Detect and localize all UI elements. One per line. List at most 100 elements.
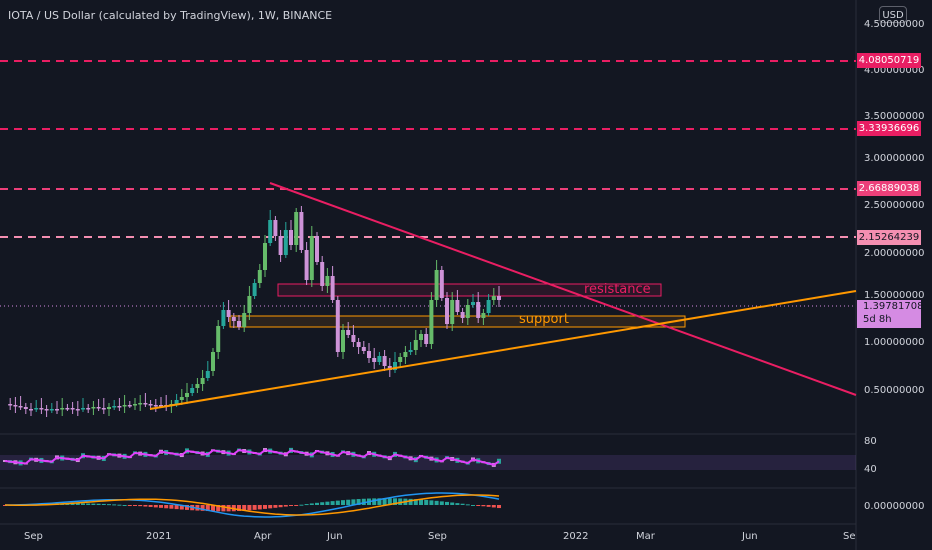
candle-body — [65, 408, 70, 410]
price-axis-label: 1.50000000 — [864, 290, 925, 301]
candle-body — [481, 313, 486, 318]
candle-body — [237, 321, 241, 327]
price-axis-label: 2.00000000 — [864, 248, 925, 259]
current-price-value: 1.39781708 — [863, 301, 924, 312]
candle-body — [211, 352, 215, 371]
macd-bar — [419, 499, 423, 505]
rsi-line — [4, 448, 500, 466]
time-axis-label: Jun — [742, 531, 758, 542]
macd-bar — [122, 504, 127, 506]
candle-body — [497, 296, 501, 300]
resistance-label: resistance — [584, 282, 651, 297]
candle-body — [13, 405, 18, 407]
candle-body — [491, 296, 496, 300]
candle-body — [23, 407, 28, 409]
macd-bar — [491, 505, 496, 508]
macd-bar — [263, 505, 267, 509]
macd-bar — [247, 505, 252, 511]
candle-body — [39, 408, 44, 410]
candle-body — [81, 408, 85, 410]
candle-body — [247, 296, 252, 313]
macd-bar — [221, 505, 226, 512]
candle-body — [231, 317, 236, 321]
candle-body — [127, 405, 132, 407]
macd-bar — [174, 505, 179, 510]
candle-body — [460, 312, 465, 318]
candle-body — [372, 358, 377, 362]
candle-body — [315, 236, 319, 262]
macd-bar — [356, 499, 361, 505]
time-axis-label: Sep — [24, 531, 43, 542]
currency-button[interactable]: USD — [879, 6, 907, 23]
macd-bar — [398, 498, 403, 505]
macd-bar — [127, 505, 132, 506]
macd-bar — [112, 504, 117, 506]
macd-bar — [252, 505, 257, 510]
candle-body — [299, 212, 304, 250]
candle-body — [18, 406, 23, 408]
macd-bar — [341, 500, 345, 505]
current-price-tag: 1.39781708 5d 8h — [857, 300, 924, 328]
rsi-band — [0, 455, 856, 470]
macd-bar — [101, 503, 106, 505]
candle-body — [278, 236, 283, 255]
level-price-tag: 2.66889038 — [857, 181, 921, 196]
candle-body — [200, 378, 205, 384]
candle-body — [294, 212, 299, 245]
candle-body — [29, 409, 33, 411]
candle-body — [179, 397, 184, 400]
candle-body — [455, 300, 460, 312]
macd-bar — [283, 505, 288, 507]
candle-body — [367, 351, 371, 358]
macd-bar — [273, 505, 278, 508]
signal-line — [4, 494, 500, 516]
candle-body — [289, 230, 293, 245]
macd-bar — [138, 505, 143, 507]
macd-bar — [200, 505, 205, 511]
candle-body — [107, 407, 111, 409]
price-axis-label: 1.00000000 — [864, 337, 925, 348]
macd-bar — [408, 498, 413, 505]
candle-body — [273, 220, 278, 236]
candle-body — [439, 270, 444, 298]
macd-bar — [330, 501, 335, 505]
candle-body — [325, 276, 330, 286]
macd-bar — [450, 502, 455, 505]
macd-bar — [413, 499, 418, 505]
macd-bar — [257, 505, 262, 510]
macd-bar — [81, 503, 85, 505]
candle-body — [465, 305, 470, 318]
candle-body — [122, 405, 127, 407]
macd-bar — [237, 505, 241, 511]
candle-body — [49, 409, 54, 411]
candle-body — [174, 400, 179, 404]
macd-bar — [75, 503, 80, 505]
macd-bar — [268, 505, 273, 509]
macd-bar — [377, 498, 382, 505]
macd-bar — [205, 505, 210, 512]
candle-body — [96, 407, 101, 409]
candle-body — [60, 408, 65, 410]
candle-body — [263, 243, 267, 270]
macd-bar — [465, 504, 470, 506]
candle-body — [320, 262, 325, 286]
macd-bar — [320, 502, 325, 505]
candle-body — [424, 334, 429, 344]
candle-body — [361, 347, 366, 351]
candle-body — [408, 350, 413, 352]
macd-bar — [294, 505, 299, 506]
candle-body — [112, 406, 117, 408]
candle-body — [216, 326, 221, 352]
candle-body — [413, 340, 418, 350]
candle-body — [445, 298, 449, 324]
candle-body — [91, 407, 96, 409]
price-axis-label: 4.00000000 — [864, 65, 925, 76]
macd-bar — [309, 503, 314, 505]
candle-body — [257, 270, 262, 283]
candlestick-series — [8, 206, 501, 417]
macd-bar — [117, 504, 122, 506]
macd-bar — [96, 503, 101, 505]
price-axis-label: 3.50000000 — [864, 111, 925, 122]
macd-axis-label: 0.00000000 — [864, 501, 925, 512]
